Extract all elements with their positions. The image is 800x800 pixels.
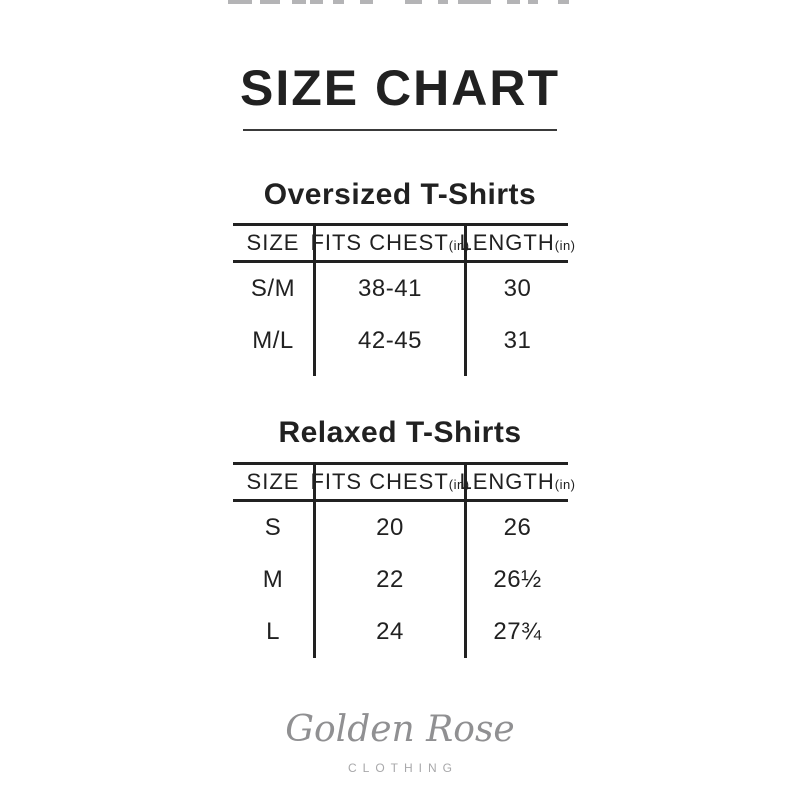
cell-length: 26 [503,514,532,541]
column-header-length: LENGTH(in) [459,462,575,502]
column-header-unit: (in) [448,477,470,492]
column-header-fits-chest: FITS CHEST(in) [310,462,470,502]
cell-fits-chest: 20 [313,502,467,554]
title-underline [243,129,557,131]
cell-size: M/L [252,327,294,354]
column-header-length: LENGTH(in) [459,223,575,263]
column-header-unit: (in) [554,238,576,253]
column-header-size: SIZE [233,462,313,502]
brand-logo-script: Golden Rose [285,709,515,750]
cell-size: S [264,514,282,541]
cell-fits-chest: 24 [313,606,467,658]
column-header-fits-chest: FITS CHEST(in) [310,223,470,263]
cell-size: M [262,566,284,593]
page-title: SIZE CHART [240,60,560,116]
cell-length: 27¾ [493,618,542,645]
column-header-label: LENGTH [459,230,555,255]
oversized-size-table: SIZE FITS CHEST(in) LENGTH(in) S/M 38-41… [233,223,575,376]
cell-length: 26½ [493,566,542,593]
column-header-unit: (in) [554,477,576,492]
column-header-label: SIZE [246,469,300,494]
brand-logo-subtext: CLOTHING [347,761,458,775]
column-header-size: SIZE [233,223,313,263]
column-header-label: LENGTH [459,469,555,494]
cropped-text-fragments [228,0,569,5]
table-spacer [233,367,313,376]
section-heading-relaxed: Relaxed T-Shirts [278,416,522,449]
cell-fits-chest: 38-41 [313,263,467,315]
cell-fits-chest: 42-45 [313,315,467,367]
cell-size: S/M [250,275,296,302]
section-heading-oversized: Oversized T-Shirts [263,178,537,211]
column-header-label: FITS CHEST [310,230,449,255]
column-header-unit: (in) [448,238,470,253]
relaxed-size-table: SIZE FITS CHEST(in) LENGTH(in) S 20 26 M… [233,462,575,658]
cell-size: L [266,618,280,645]
cell-length: 31 [503,327,532,354]
table-spacer [467,367,568,376]
cell-length: 30 [503,275,532,302]
column-header-label: FITS CHEST [310,469,449,494]
cell-fits-chest: 22 [313,554,467,606]
table-spacer [313,367,467,376]
column-header-label: SIZE [246,230,300,255]
